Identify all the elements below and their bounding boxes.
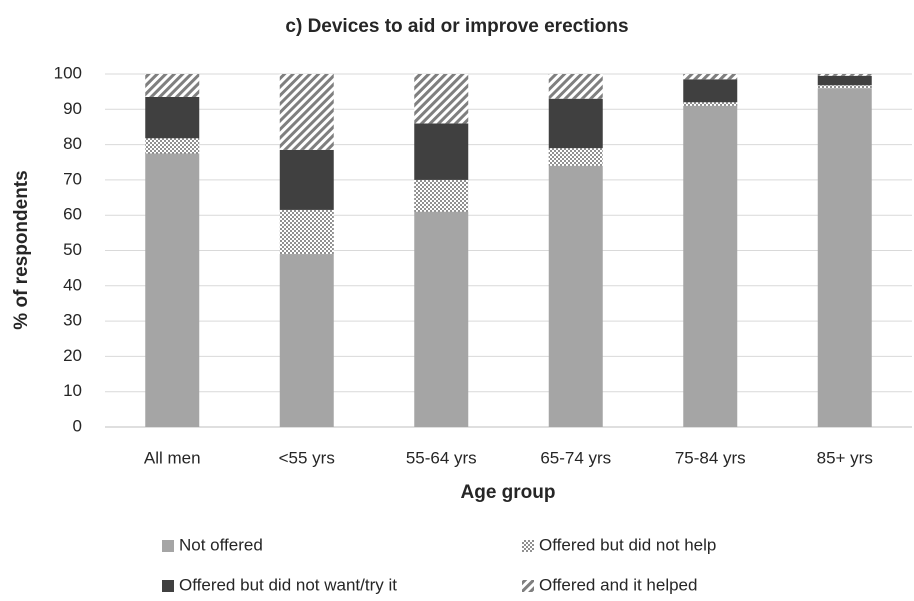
x-tick-label: <55 yrs [279,448,335,467]
x-tick-label: All men [144,448,201,467]
bar-segment [548,98,603,149]
bar-segment [817,88,872,428]
y-tick-label: 10 [63,381,82,400]
bar-segment [414,74,469,124]
y-tick-label: 100 [54,63,82,82]
x-tick-label: 55-64 yrs [406,448,477,467]
bar-segment [817,75,872,86]
x-tick-label: 65-74 yrs [540,448,611,467]
y-tick-label: 40 [63,275,82,294]
legend-swatch [522,540,534,552]
bar-segment [414,123,469,180]
x-tick-label: 85+ yrs [817,448,873,467]
bar-segment [279,254,334,427]
bar-segment [279,74,334,150]
bar-segment [548,165,603,427]
bar-segment [817,74,872,76]
bar-segment [817,85,872,89]
bar-segment [683,102,738,106]
y-axis-label: % of respondents [11,170,32,329]
bar-segment [683,105,738,428]
y-tick-label: 70 [63,169,82,188]
bar-segment [683,79,738,103]
legend-label: Not offered [179,535,263,554]
bar-segment [145,138,200,154]
bar-segment [145,153,200,428]
y-tick-label: 90 [63,99,82,118]
y-tick-label: 0 [73,416,82,435]
y-tick-label: 30 [63,311,82,330]
legend-label: Offered but did not help [539,535,716,554]
x-axis-label: Age group [461,482,556,503]
y-tick-label: 20 [63,346,82,365]
legend-label: Offered and it helped [539,575,697,594]
bar-segment [683,74,738,80]
bar-segment [145,96,200,139]
legend-swatch [162,580,174,592]
legend-swatch [162,540,174,552]
chart-title: c) Devices to aid or improve erections [285,16,628,37]
bar-segment [548,148,603,166]
x-tick-label: 75-84 yrs [675,448,746,467]
y-tick-label: 60 [63,205,82,224]
bar-segment [414,179,469,212]
bar-segment [548,74,603,99]
bar-segment [279,149,334,210]
bar-segment [414,211,469,427]
y-tick-label: 50 [63,240,82,259]
legend-label: Offered but did not want/try it [179,575,397,594]
bar-segment [145,74,200,97]
y-tick-label: 80 [63,134,82,153]
bar-segment [279,209,334,255]
legend-swatch [522,580,534,592]
